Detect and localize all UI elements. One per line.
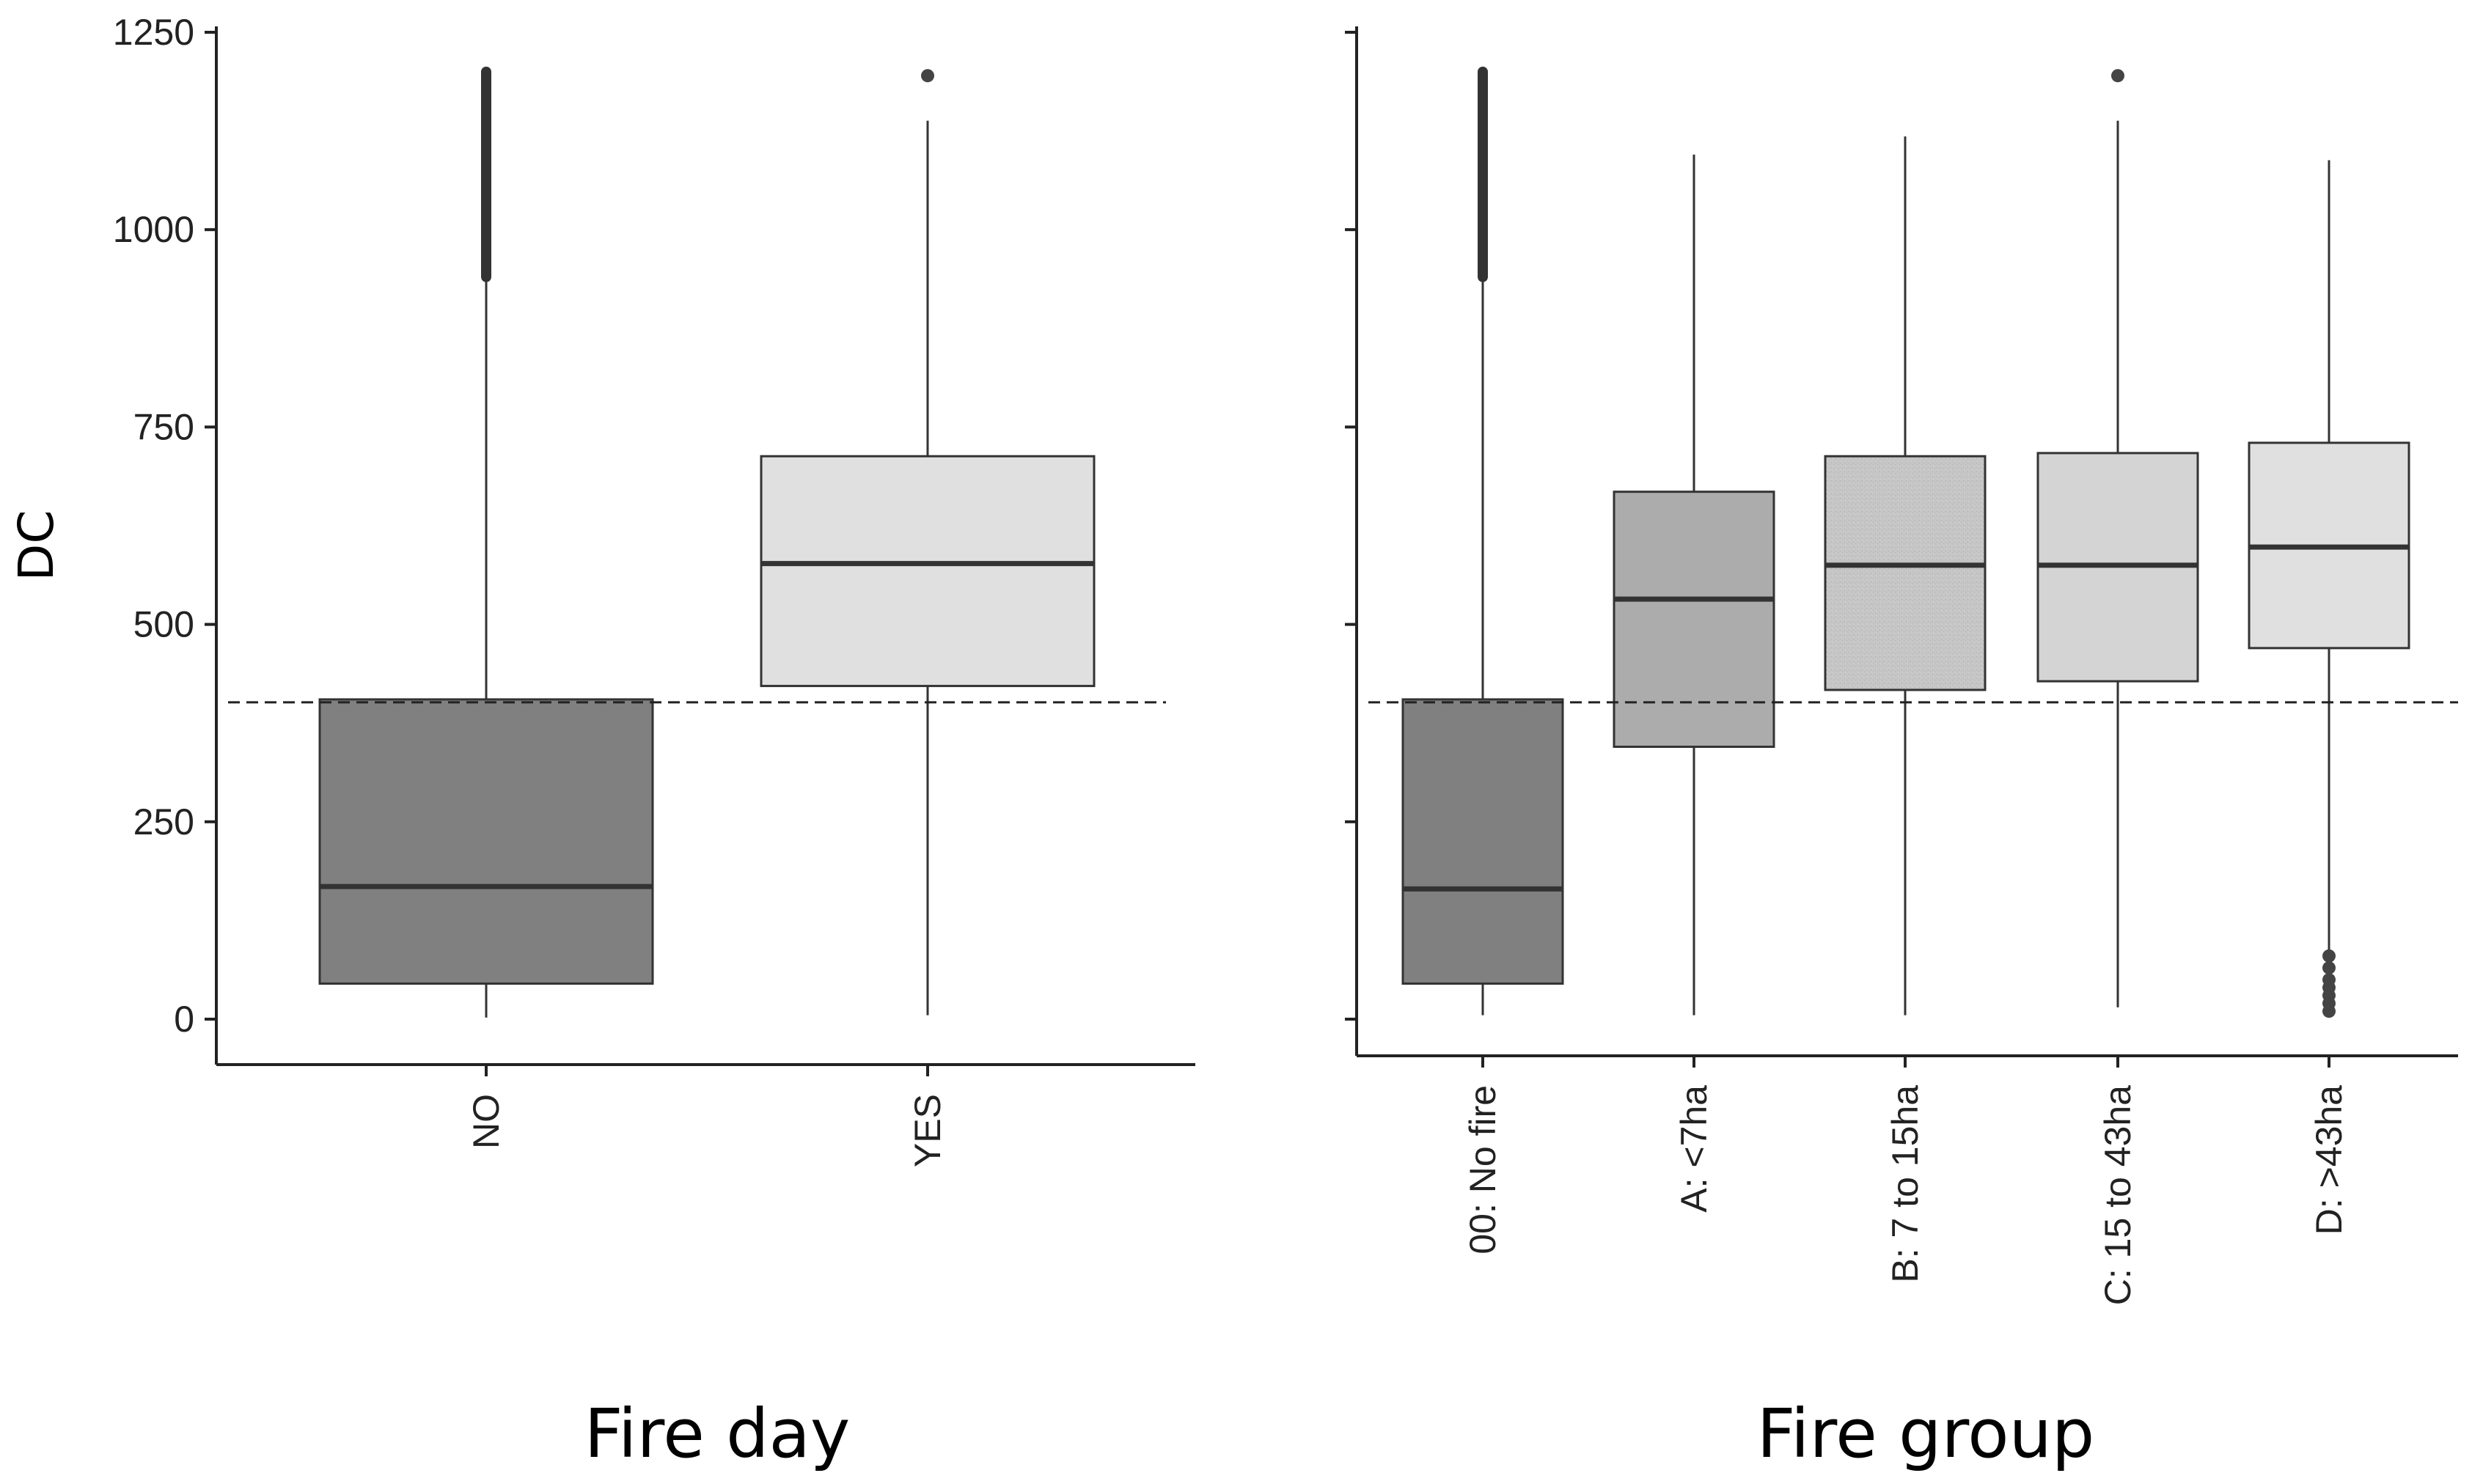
left-y-ticks: 0 250 500 750 1000 1250	[113, 12, 216, 1040]
outlier-point	[2322, 961, 2336, 975]
box-b-7-to-15ha	[1824, 136, 1987, 1015]
box-body	[318, 698, 654, 985]
left-y-tick-label-500: 500	[133, 604, 194, 645]
left-x-axis-title: Fire day	[584, 1395, 851, 1473]
x-tick-label-c-15-to-43ha: C: 15 to 43ha	[2097, 1085, 2138, 1305]
box-a-7ha	[1613, 154, 1775, 1015]
outlier-point	[2322, 1004, 2336, 1018]
left-y-tick-label-0: 0	[174, 999, 194, 1040]
box-c-15-to-43ha	[2036, 69, 2199, 1007]
outlier-point	[2111, 69, 2124, 83]
left-y-tick-label-1000: 1000	[113, 209, 194, 250]
right-x-axis-title: Fire group	[1757, 1395, 2095, 1473]
right-x-ticks: 00: No fire A: <7ha B: 7 to 15ha C: 15 to 4…	[1462, 1056, 2350, 1305]
left-y-tick-label-250: 250	[133, 801, 194, 842]
box-body	[1613, 491, 1775, 749]
x-tick-label-a-7ha: A: <7ha	[1673, 1085, 1714, 1213]
x-tick-label-b-7-to-15ha: B: 7 to 15ha	[1885, 1085, 1926, 1283]
left-y-tick-label-1250: 1250	[113, 12, 194, 53]
box-no	[318, 66, 654, 1018]
x-tick-label-yes: YES	[907, 1094, 948, 1167]
x-tick-label-no: NO	[466, 1094, 507, 1149]
outlier-point	[2322, 949, 2336, 963]
y-axis-title: DC	[8, 510, 65, 581]
x-tick-label-d-43ha: D: >43ha	[2308, 1085, 2350, 1235]
box-00-no-fire	[1401, 66, 1564, 1015]
box-body	[1824, 455, 1987, 691]
panel-fire-group: 00: No fire A: <7ha B: 7 to 15ha C: 15 to 4…	[1345, 26, 2458, 1473]
box-d-43ha	[2248, 160, 2410, 1018]
x-tick-label-00-no-fire: 00: No fire	[1462, 1085, 1503, 1255]
box-yes	[760, 69, 1096, 1015]
box-body	[760, 455, 1096, 688]
left-boxes	[318, 66, 1096, 1018]
right-boxes	[1401, 66, 2410, 1018]
right-y-ticks	[1345, 31, 1357, 1021]
box-body	[1401, 698, 1564, 985]
left-y-tick-label-750: 750	[133, 406, 194, 447]
panel-fire-day: 0 250 500 750 1000 1250 NO YES DC Fire day	[8, 12, 1195, 1473]
left-x-ticks: NO YES	[466, 1065, 948, 1167]
outlier-point	[921, 69, 934, 83]
